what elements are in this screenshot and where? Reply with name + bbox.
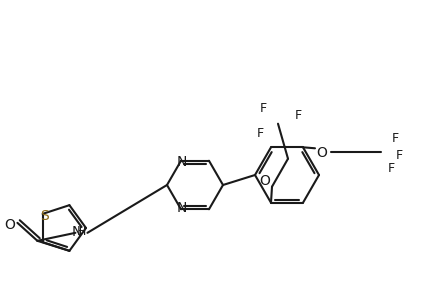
Text: N: N xyxy=(71,225,82,239)
Text: N: N xyxy=(177,201,187,215)
Text: H: H xyxy=(77,225,86,238)
Text: F: F xyxy=(391,132,399,145)
Text: N: N xyxy=(177,155,187,169)
Text: F: F xyxy=(259,102,267,115)
Text: S: S xyxy=(40,209,49,223)
Text: O: O xyxy=(260,174,270,188)
Text: F: F xyxy=(396,149,402,162)
Text: O: O xyxy=(4,218,15,232)
Text: O: O xyxy=(316,146,327,160)
Text: F: F xyxy=(256,127,264,140)
Text: F: F xyxy=(295,109,301,122)
Text: F: F xyxy=(387,162,395,175)
